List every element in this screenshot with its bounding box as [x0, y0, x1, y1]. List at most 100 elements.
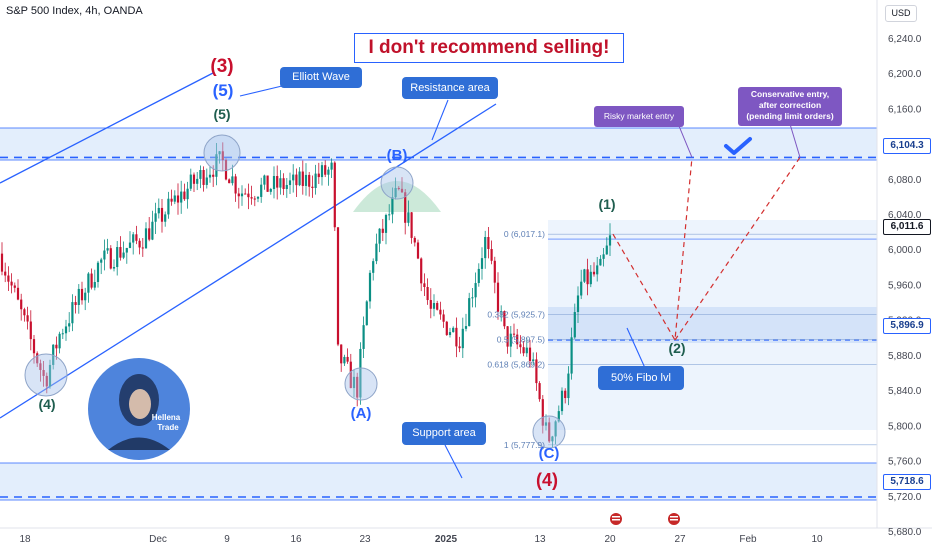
- candle-body: [500, 311, 503, 313]
- candle-body: [298, 171, 301, 186]
- candle-body: [260, 184, 263, 197]
- trend-lines: [0, 72, 646, 479]
- resistance-note-pointer: [431, 99, 449, 141]
- candle-body: [272, 176, 276, 189]
- candle-body: [135, 234, 138, 241]
- candle-body: [477, 268, 480, 284]
- candle-body: [141, 247, 144, 249]
- candle-body: [388, 214, 391, 216]
- candle-body: [292, 174, 295, 181]
- candle-body: [80, 288, 84, 301]
- support-area-note: Support area: [402, 422, 486, 445]
- candle-body: [311, 186, 314, 188]
- candle-body: [324, 165, 327, 175]
- conservative-line-3: (pending limit orders): [746, 111, 834, 121]
- candle-body: [464, 326, 468, 329]
- candle-body: [314, 173, 317, 188]
- candle-body: [39, 363, 42, 371]
- candle-body: [301, 171, 304, 186]
- candle-body: [250, 197, 253, 199]
- candle-body: [144, 228, 148, 249]
- candle-body: [170, 198, 173, 202]
- hellena-trade-watermark: Hellena Trade: [88, 358, 190, 460]
- candle-body: [295, 174, 298, 186]
- candle-body: [96, 262, 100, 282]
- candle-body: [215, 154, 218, 177]
- check-icon: [724, 137, 752, 155]
- candle-body: [285, 184, 288, 189]
- elliott-wave-note: Elliott Wave: [280, 67, 362, 88]
- time-tick-label: 23: [359, 534, 371, 545]
- price-tick-label: 6,040.0: [888, 210, 922, 221]
- candle-body: [4, 271, 7, 276]
- candle-body: [420, 258, 423, 284]
- candle-body: [512, 333, 516, 335]
- candle-body: [58, 333, 61, 349]
- last-price-box: 6,011.6: [883, 219, 931, 235]
- currency-button[interactable]: USD: [885, 5, 917, 22]
- price-axis[interactable]: 6,240.06,200.06,160.06,120.06,080.06,040…: [888, 34, 922, 538]
- candle-body: [167, 198, 170, 215]
- candle-body: [400, 188, 404, 193]
- candle-body: [372, 261, 375, 273]
- candle-body: [202, 169, 205, 185]
- candle-body: [132, 234, 135, 243]
- circle-wave-b: [380, 166, 414, 200]
- candle-body: [16, 287, 20, 300]
- time-axis[interactable]: 18 Dec 9 16 23 2025 13 20 27 Feb 10: [19, 534, 823, 545]
- candle-body: [528, 347, 532, 361]
- fibo-50-zone: [548, 307, 877, 343]
- price-tick-label: 6,080.0: [888, 175, 922, 186]
- candle-body: [36, 353, 39, 364]
- highlight-circles: [24, 134, 566, 449]
- economic-event-icons[interactable]: [610, 513, 680, 525]
- chart-symbol-title[interactable]: S&P 500 Index, 4h, OANDA: [6, 5, 143, 17]
- candle-body: [330, 162, 333, 170]
- candle-body: [48, 364, 52, 387]
- candle-body: [592, 271, 596, 275]
- candle-body: [439, 309, 442, 315]
- wave-label: (4): [536, 470, 558, 490]
- candle-body: [122, 252, 125, 258]
- candle-body: [493, 260, 496, 283]
- price-tick-label: 5,720.0: [888, 492, 922, 503]
- candle-body: [199, 169, 202, 179]
- candle-body: [442, 314, 445, 322]
- conservative-entry-note: Conservative entry, after correction (pe…: [738, 87, 842, 126]
- candle-body: [87, 273, 90, 293]
- circle-wave-a: [344, 367, 378, 401]
- candle-body: [308, 174, 311, 187]
- candle-body: [26, 315, 29, 322]
- support-zone: [0, 463, 877, 500]
- candle-body: [343, 356, 346, 364]
- candle-body: [84, 292, 87, 301]
- candle-body: [490, 249, 493, 261]
- candle-body: [253, 198, 256, 200]
- wave-label: (5): [213, 106, 230, 122]
- candle-body: [266, 175, 269, 192]
- candle-body: [535, 359, 538, 384]
- headline-banner: I don't recommend selling!: [354, 33, 624, 63]
- svg-text:Hellena: Hellena: [152, 413, 181, 422]
- candle-body: [74, 302, 77, 306]
- candle-body: [205, 177, 208, 185]
- candle-body: [148, 228, 151, 240]
- candle-body: [586, 269, 589, 285]
- candle-body: [138, 240, 141, 248]
- price-tick-label: 5,960.0: [888, 280, 922, 291]
- risky-projection-line: [612, 157, 693, 342]
- candle-body: [487, 236, 490, 250]
- candle-body: [29, 321, 32, 340]
- candle-body: [119, 247, 122, 258]
- resistance-zone: [0, 128, 877, 160]
- candlesticks: [0, 142, 612, 448]
- candle-body: [196, 178, 199, 184]
- circle-wave-5: [203, 134, 241, 172]
- time-tick-label: 18: [19, 534, 31, 545]
- conservative-note-pointer: [789, 123, 801, 158]
- lower-trend-line: [0, 103, 497, 419]
- candle-body: [183, 191, 186, 200]
- candle-body: [602, 254, 605, 259]
- candle-body: [468, 298, 471, 327]
- wave-label: (1): [598, 196, 615, 212]
